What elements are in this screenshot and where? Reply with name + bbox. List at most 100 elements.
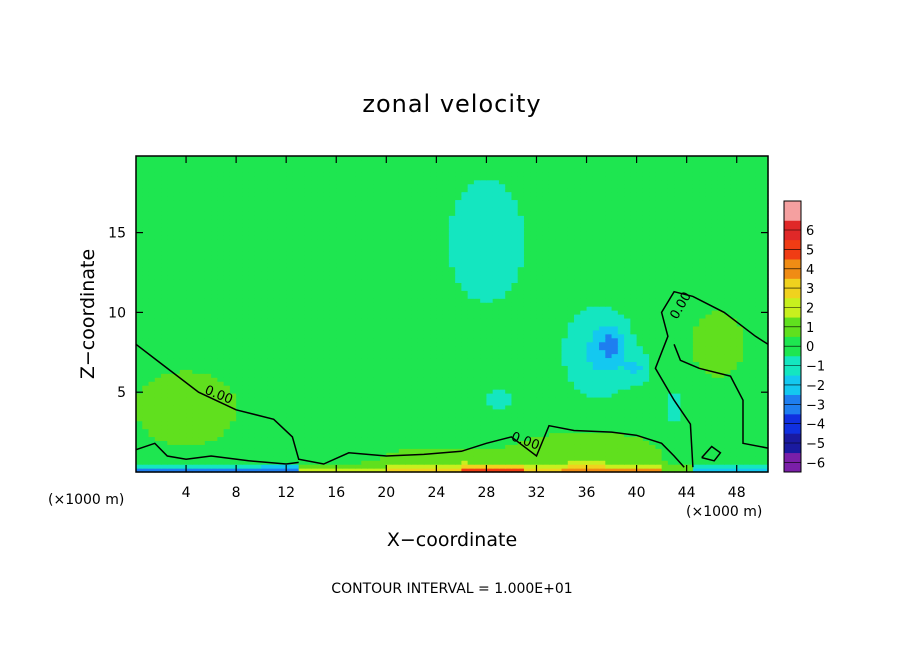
field-cell: [617, 432, 625, 438]
field-cell: [505, 282, 513, 287]
field-cell: [492, 294, 500, 299]
field-cell: [680, 321, 688, 327]
field-cell: [355, 361, 362, 366]
field-cell: [630, 286, 638, 291]
field-cell: [317, 317, 325, 323]
field-cell: [448, 369, 456, 374]
field-cell: [480, 314, 488, 319]
field-cell: [286, 314, 294, 319]
field-cell: [561, 377, 569, 382]
field-cell: [680, 381, 688, 386]
field-cell: [386, 369, 394, 374]
field-cell: [511, 456, 519, 461]
field-cell: [273, 349, 281, 355]
field-cell: [367, 377, 375, 382]
field-cell: [211, 353, 218, 359]
field-cell: [530, 325, 538, 331]
field-cell: [242, 444, 250, 449]
field-cell: [223, 278, 231, 283]
field-cell: [755, 329, 763, 335]
field-cell: [179, 290, 187, 295]
field-cell: [423, 396, 431, 402]
field-cell: [373, 298, 381, 303]
field-cell: [448, 377, 456, 382]
field-cell: [574, 306, 581, 311]
field-cell: [298, 333, 306, 339]
field-cell: [580, 282, 588, 287]
field-cell: [730, 377, 738, 382]
field-cell: [667, 452, 675, 457]
field-cell: [692, 428, 700, 434]
field-cell: [292, 404, 300, 410]
field-cell: [692, 282, 700, 287]
field-cell: [261, 294, 269, 299]
field-cell: [392, 377, 400, 382]
field-cell: [342, 444, 350, 449]
field-cell: [442, 373, 450, 378]
field-cell: [192, 298, 200, 303]
field-cell: [304, 408, 312, 414]
field-cell: [148, 468, 156, 473]
field-cell: [273, 317, 281, 323]
field-cell: [511, 353, 519, 359]
field-cell: [523, 424, 531, 430]
field-cell: [674, 365, 681, 370]
field-cell: [561, 329, 569, 335]
field-cell: [273, 440, 281, 445]
chart-title: zonal velocity: [362, 90, 541, 118]
field-cell: [342, 416, 350, 422]
field-cell: [136, 282, 143, 287]
field-cell: [642, 440, 650, 445]
field-cell: [329, 290, 337, 295]
field-cell: [586, 306, 594, 311]
field-cell: [699, 412, 707, 418]
field-cell: [461, 428, 469, 434]
field-cell: [411, 373, 419, 378]
field-cell: [667, 278, 675, 283]
field-cell: [599, 286, 606, 291]
field-cell: [561, 456, 569, 461]
field-cell: [511, 424, 519, 430]
field-cell: [398, 456, 406, 461]
field-cell: [523, 294, 531, 299]
field-cell: [423, 298, 431, 303]
field-cell: [161, 468, 168, 473]
field-cell: [473, 400, 481, 406]
field-cell: [486, 282, 494, 287]
field-cell: [311, 310, 319, 315]
field-cell: [242, 428, 250, 434]
field-cell: [530, 290, 538, 295]
field-cell: [336, 353, 344, 359]
field-cell: [473, 448, 481, 453]
field-cell: [630, 317, 638, 323]
field-cell: [655, 420, 663, 426]
field-cell: [486, 416, 494, 422]
field-cell: [204, 321, 212, 327]
field-cell: [680, 286, 688, 291]
field-cell: [674, 408, 681, 414]
field-cell: [755, 290, 763, 295]
field-cell: [242, 353, 250, 359]
field-cell: [630, 452, 638, 457]
field-cell: [355, 468, 362, 473]
field-cell: [142, 393, 150, 398]
field-cell: [198, 310, 206, 315]
field-cell: [674, 440, 681, 445]
field-cell: [442, 337, 450, 343]
field-cell: [254, 325, 262, 331]
field-cell: [405, 456, 412, 461]
field-cell: [567, 357, 575, 362]
field-cell: [148, 365, 156, 370]
field-cell: [755, 282, 763, 287]
field-cell: [380, 452, 387, 457]
field-cell: [655, 329, 663, 335]
field-cell: [217, 357, 225, 362]
field-cell: [179, 325, 187, 331]
field-cell: [674, 412, 681, 418]
field-cell: [567, 412, 575, 418]
field-cell: [567, 389, 575, 394]
field-cell: [649, 381, 656, 386]
field-cell: [636, 314, 644, 319]
field-cell: [711, 286, 719, 291]
field-cell: [761, 420, 769, 426]
